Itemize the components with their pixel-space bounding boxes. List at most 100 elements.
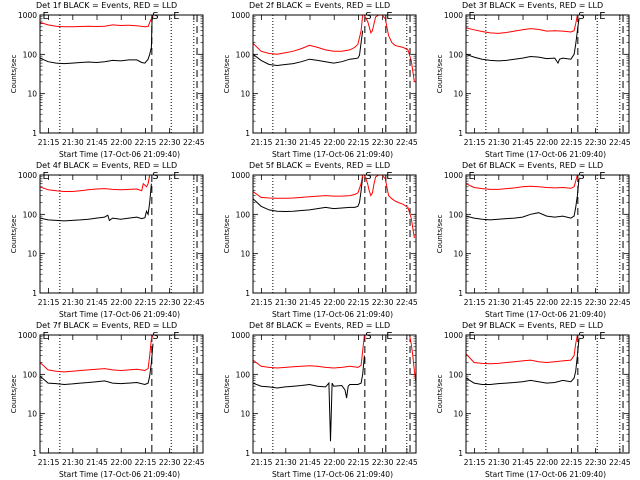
x-tick-label: 22:00 xyxy=(536,298,558,307)
region-marker-e: E xyxy=(386,171,392,182)
x-tick-label: 22:15 xyxy=(135,458,157,467)
region-marker-s: S xyxy=(578,171,584,182)
x-tick-label: 21:15 xyxy=(251,458,273,467)
x-axis-label: Start Time (17-Oct-06 21:09:40) xyxy=(272,310,393,319)
x-tick-label: 22:45 xyxy=(396,298,418,307)
x-tick-label: 21:15 xyxy=(38,458,60,467)
region-marker-e: E xyxy=(42,171,48,182)
plot-frame xyxy=(465,334,630,454)
x-tick-label: 21:45 xyxy=(512,458,534,467)
region-marker-e: E xyxy=(173,11,179,22)
region-marker-e: E xyxy=(599,171,605,182)
x-tick-label: 21:30 xyxy=(488,298,510,307)
region-marker-s: S xyxy=(365,11,371,22)
plot-frame xyxy=(252,334,417,454)
x-tick-label: 21:45 xyxy=(299,138,321,147)
x-axis-label: Start Time (17-Oct-06 21:09:40) xyxy=(485,310,606,319)
y-tick-label: 1000 xyxy=(444,331,463,340)
x-tick-label: 22:00 xyxy=(536,458,558,467)
detector-panel-5: Det 5f BLACK = Events, RED = LLD Counts/s… xyxy=(223,161,418,319)
y-tick-label: 100 xyxy=(236,210,251,219)
x-tick-label: 22:00 xyxy=(323,138,345,147)
x-tick-label: 22:30 xyxy=(372,458,394,467)
detector-panel-1: Det 1f BLACK = Events, RED = LLD Counts/s… xyxy=(10,1,205,159)
x-tick-label: 22:15 xyxy=(348,458,370,467)
y-tick-label: 1 xyxy=(245,129,250,138)
x-tick-label: 21:45 xyxy=(86,458,108,467)
detector-panel-6: Det 6f BLACK = Events, RED = LLD Counts/s… xyxy=(436,161,631,319)
x-tick-label: 22:00 xyxy=(323,458,345,467)
region-marker-s: S xyxy=(365,331,371,342)
plot-frame xyxy=(465,14,630,134)
region-marker-e: E xyxy=(42,11,48,22)
x-tick-label: 21:30 xyxy=(488,138,510,147)
x-tick-label: 22:45 xyxy=(609,298,631,307)
x-tick-label: 22:30 xyxy=(372,138,394,147)
x-tick-label: 21:15 xyxy=(38,138,60,147)
x-tick-label: 22:30 xyxy=(159,298,181,307)
series-group xyxy=(253,15,415,82)
y-tick-label: 1 xyxy=(32,289,37,298)
x-tick-label: 22:15 xyxy=(348,298,370,307)
panel-title: Det 5f BLACK = Events, RED = LLD xyxy=(249,161,390,170)
x-tick-label: 21:30 xyxy=(275,138,297,147)
x-tick-label: 22:15 xyxy=(561,298,583,307)
x-tick-label: 22:00 xyxy=(536,138,558,147)
series-group xyxy=(253,335,416,442)
series-line-lld xyxy=(466,335,579,365)
panel-title: Det 6f BLACK = Events, RED = LLD xyxy=(462,161,603,170)
x-tick-label: 21:45 xyxy=(86,138,108,147)
y-tick-label: 1 xyxy=(245,449,250,458)
x-axis-label: Start Time (17-Oct-06 21:09:40) xyxy=(59,150,180,159)
x-tick-label: 22:45 xyxy=(609,138,631,147)
y-tick-label: 100 xyxy=(23,370,38,379)
detector-panel-3: Det 3f BLACK = Events, RED = LLD Counts/s… xyxy=(436,1,631,159)
series-line-events xyxy=(40,183,152,222)
series-line-lld xyxy=(253,15,415,82)
y-tick-label: 10 xyxy=(240,90,250,99)
panel-title: Det 7f BLACK = Events, RED = LLD xyxy=(36,321,177,330)
series-line-lld xyxy=(466,15,579,34)
panel-title: Det 9f BLACK = Events, RED = LLD xyxy=(462,321,603,330)
region-marker-e: E xyxy=(468,171,474,182)
y-tick-label: 1000 xyxy=(444,11,463,20)
y-tick-label: 10 xyxy=(240,250,250,259)
region-marker-s: S xyxy=(365,171,371,182)
x-axis-label: Start Time (17-Oct-06 21:09:40) xyxy=(272,150,393,159)
region-marker-e: E xyxy=(173,331,179,342)
x-tick-label: 22:00 xyxy=(110,458,132,467)
y-tick-label: 10 xyxy=(27,250,37,259)
x-tick-label: 22:00 xyxy=(323,298,345,307)
x-axis-label: Start Time (17-Oct-06 21:09:40) xyxy=(272,470,393,479)
plot-frame xyxy=(252,174,417,294)
y-axis-label: Counts/sec xyxy=(223,375,231,414)
region-marker-e: E xyxy=(468,11,474,22)
y-tick-label: 100 xyxy=(449,50,464,59)
y-tick-label: 1000 xyxy=(18,171,37,180)
x-tick-label: 21:30 xyxy=(62,138,84,147)
y-axis-label: Counts/sec xyxy=(10,375,18,414)
panel-title: Det 1f BLACK = Events, RED = LLD xyxy=(36,1,177,10)
series-line-events xyxy=(466,338,580,385)
series-line-events xyxy=(253,176,364,213)
y-tick-label: 100 xyxy=(23,50,38,59)
x-tick-label: 22:15 xyxy=(348,138,370,147)
region-marker-s: S xyxy=(152,171,158,182)
series-group xyxy=(40,175,152,222)
y-tick-label: 10 xyxy=(240,410,250,419)
region-marker-e: E xyxy=(173,171,179,182)
y-tick-label: 10 xyxy=(453,410,463,419)
y-tick-label: 100 xyxy=(236,370,251,379)
region-marker-s: S xyxy=(152,331,158,342)
x-tick-label: 21:30 xyxy=(275,298,297,307)
region-marker-s: S xyxy=(152,11,158,22)
x-axis-label: Start Time (17-Oct-06 21:09:40) xyxy=(59,470,180,479)
y-tick-label: 100 xyxy=(449,370,464,379)
panel-title: Det 3f BLACK = Events, RED = LLD xyxy=(462,1,603,10)
series-group xyxy=(466,175,580,221)
y-tick-label: 1 xyxy=(458,289,463,298)
x-axis-label: Start Time (17-Oct-06 21:09:40) xyxy=(485,150,606,159)
x-tick-label: 22:15 xyxy=(135,298,157,307)
detector-panel-4: Det 4f BLACK = Events, RED = LLD Counts/s… xyxy=(10,161,205,319)
